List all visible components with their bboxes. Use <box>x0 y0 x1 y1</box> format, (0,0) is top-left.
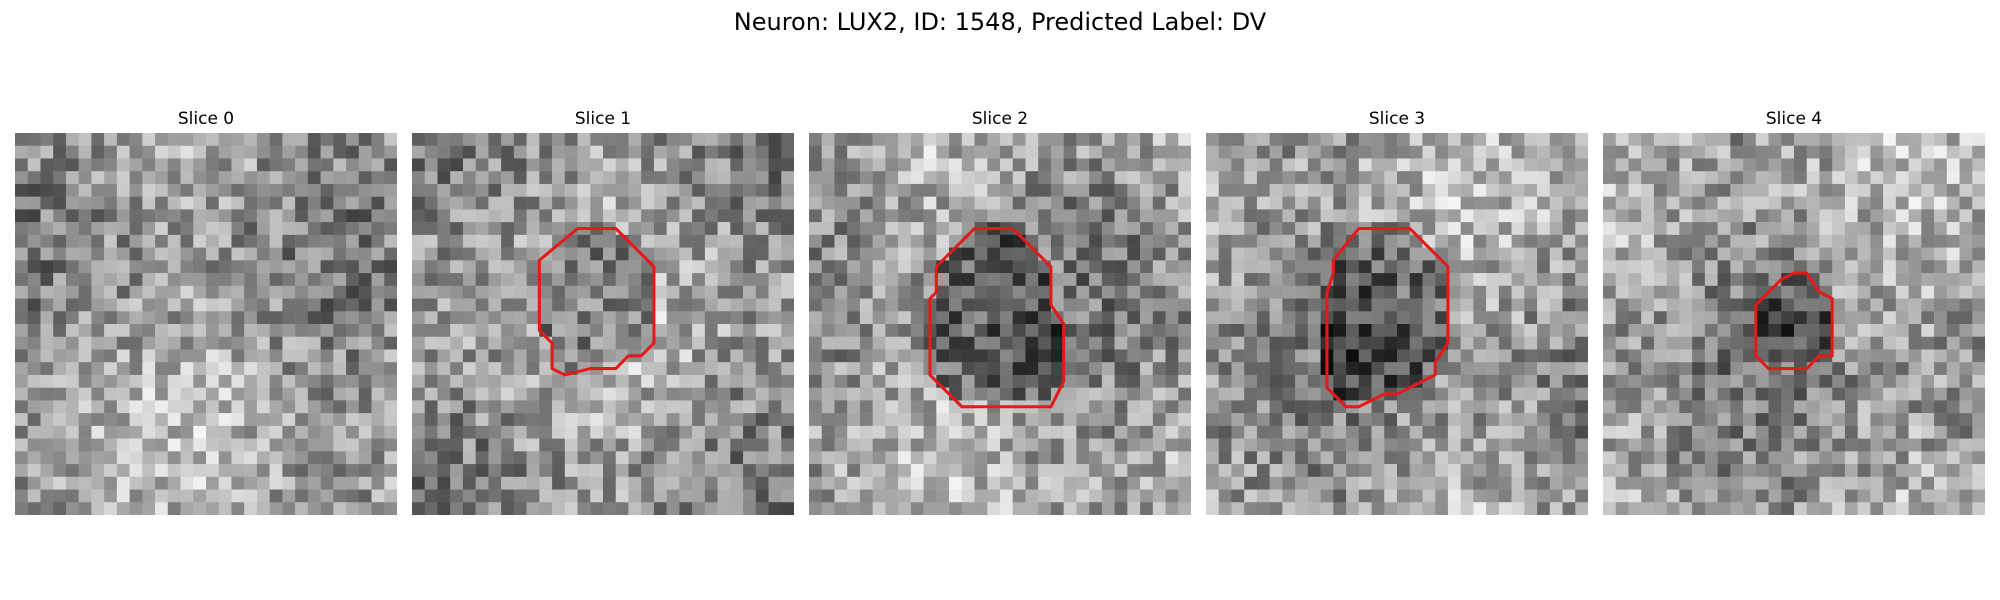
slice-panel-1: Slice 1 <box>412 108 794 515</box>
slice-panel-0: Slice 0 <box>15 108 397 515</box>
roi-contour <box>537 226 656 377</box>
roi-contour <box>1325 226 1450 409</box>
slice-title: Slice 1 <box>574 109 632 129</box>
slice-panel-4: Slice 4 <box>1603 108 1985 515</box>
slice-image <box>1603 133 1985 515</box>
slice-image <box>412 133 794 515</box>
slice-title: Slice 0 <box>177 109 235 129</box>
slice-image <box>15 133 397 515</box>
slice-title: Slice 3 <box>1368 109 1426 129</box>
roi-contour <box>1754 271 1834 371</box>
slice-image <box>809 133 1191 515</box>
slice-panel-3: Slice 3 <box>1206 108 1588 515</box>
slice-panel-2: Slice 2 <box>809 108 1191 515</box>
slice-title: Slice 2 <box>971 109 1029 129</box>
slice-image <box>1206 133 1588 515</box>
slice-title: Slice 4 <box>1765 109 1823 129</box>
roi-contour <box>928 226 1066 409</box>
figure-title: Neuron: LUX2, ID: 1548, Predicted Label:… <box>733 8 1267 36</box>
